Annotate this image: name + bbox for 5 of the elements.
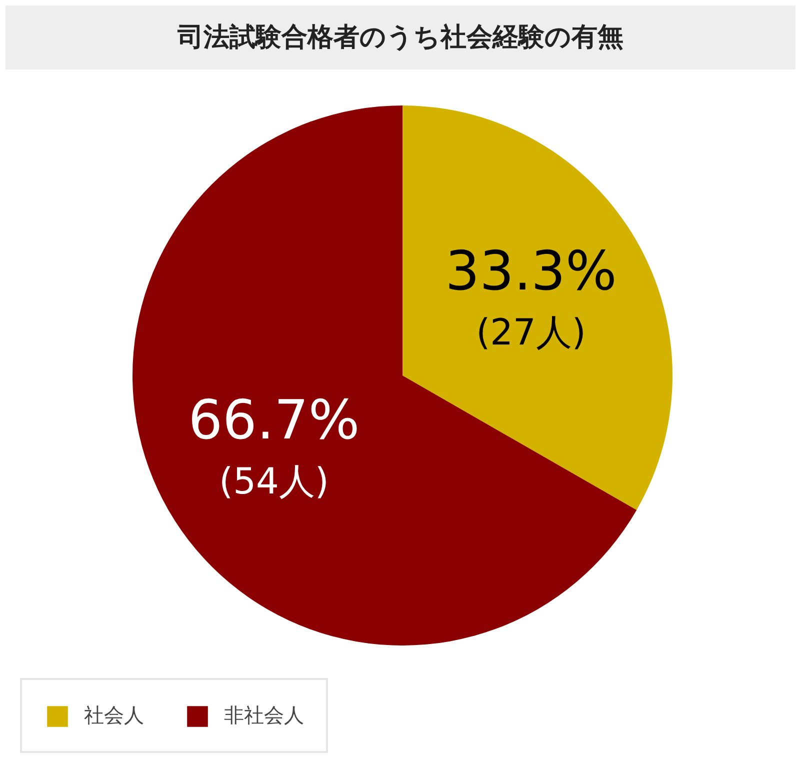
legend-label: 社会人 (84, 702, 144, 729)
data-label: 33.3% (27人) (445, 240, 617, 354)
chart-title: 司法試験合格者のうち社会経験の有無 (176, 22, 624, 52)
data-label: 66.7% (54人) (188, 388, 360, 502)
legend-label: 非社会人 (224, 702, 304, 729)
